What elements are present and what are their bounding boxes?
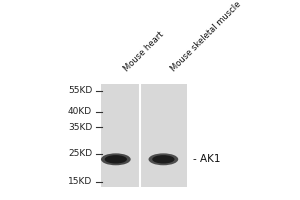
Text: 35KD: 35KD [68,123,92,132]
Bar [101,84,187,187]
Ellipse shape [101,153,131,165]
Ellipse shape [148,153,178,165]
Text: 40KD: 40KD [68,107,92,116]
Text: 25KD: 25KD [68,149,92,158]
Text: 55KD: 55KD [68,86,92,95]
Text: - AK1: - AK1 [193,154,220,164]
Text: 15KD: 15KD [68,177,92,186]
Ellipse shape [152,155,175,164]
Text: Mouse heart: Mouse heart [122,30,165,74]
Ellipse shape [105,155,127,164]
Text: Mouse skeletal muscle: Mouse skeletal muscle [169,0,243,74]
